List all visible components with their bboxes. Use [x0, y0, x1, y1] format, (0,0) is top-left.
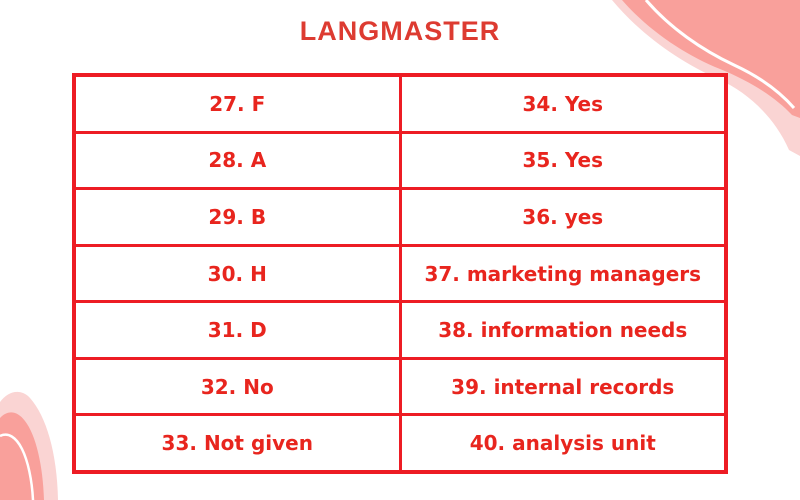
table-row: 28. A 35. Yes	[76, 130, 725, 188]
decoration-white-curve	[0, 433, 35, 500]
answer-cell-q40: 40. analysis unit	[398, 416, 725, 471]
answer-cell-q33: 33. Not given	[161, 431, 313, 456]
answer-cell-q28: 28. A	[208, 148, 267, 173]
table-row: 33. Not given 40. analysis unit	[76, 413, 725, 471]
answer-cell-q31: 31. D	[207, 318, 267, 343]
answer-cell-q34: 34. Yes	[398, 77, 725, 131]
table-row: 29. B 36. yes	[76, 187, 724, 244]
answer-cell-q35: 35. Yes	[398, 133, 725, 188]
decoration-dark-pink-band	[0, 412, 44, 500]
answer-cell-q30: 30. H	[207, 261, 267, 286]
brand-logo: LANGMASTER	[299, 16, 501, 46]
answer-cell-q27: 27. F	[209, 91, 266, 116]
answer-key-table: 27. F 34. Yes 28. A 35. Yes 29. B 36. ye…	[72, 73, 728, 474]
answer-cell-q39: 39. internal records	[398, 359, 725, 414]
table-row: 32. No 39. internal records	[76, 356, 725, 414]
answer-cell-q38: 38. information needs	[398, 303, 725, 357]
decoration-light-pink-band	[0, 391, 58, 500]
table-row: 27. F 34. Yes	[76, 77, 724, 131]
answer-cell-q36: 36. yes	[398, 190, 725, 244]
table-row: 30. H 37. marketing managers	[76, 243, 725, 301]
answer-cell-q29: 29. B	[208, 204, 267, 229]
answer-cell-q32: 32. No	[200, 374, 274, 399]
table-row: 31. D 38. information needs	[76, 300, 724, 357]
answer-cell-q37: 37. marketing managers	[398, 246, 725, 301]
